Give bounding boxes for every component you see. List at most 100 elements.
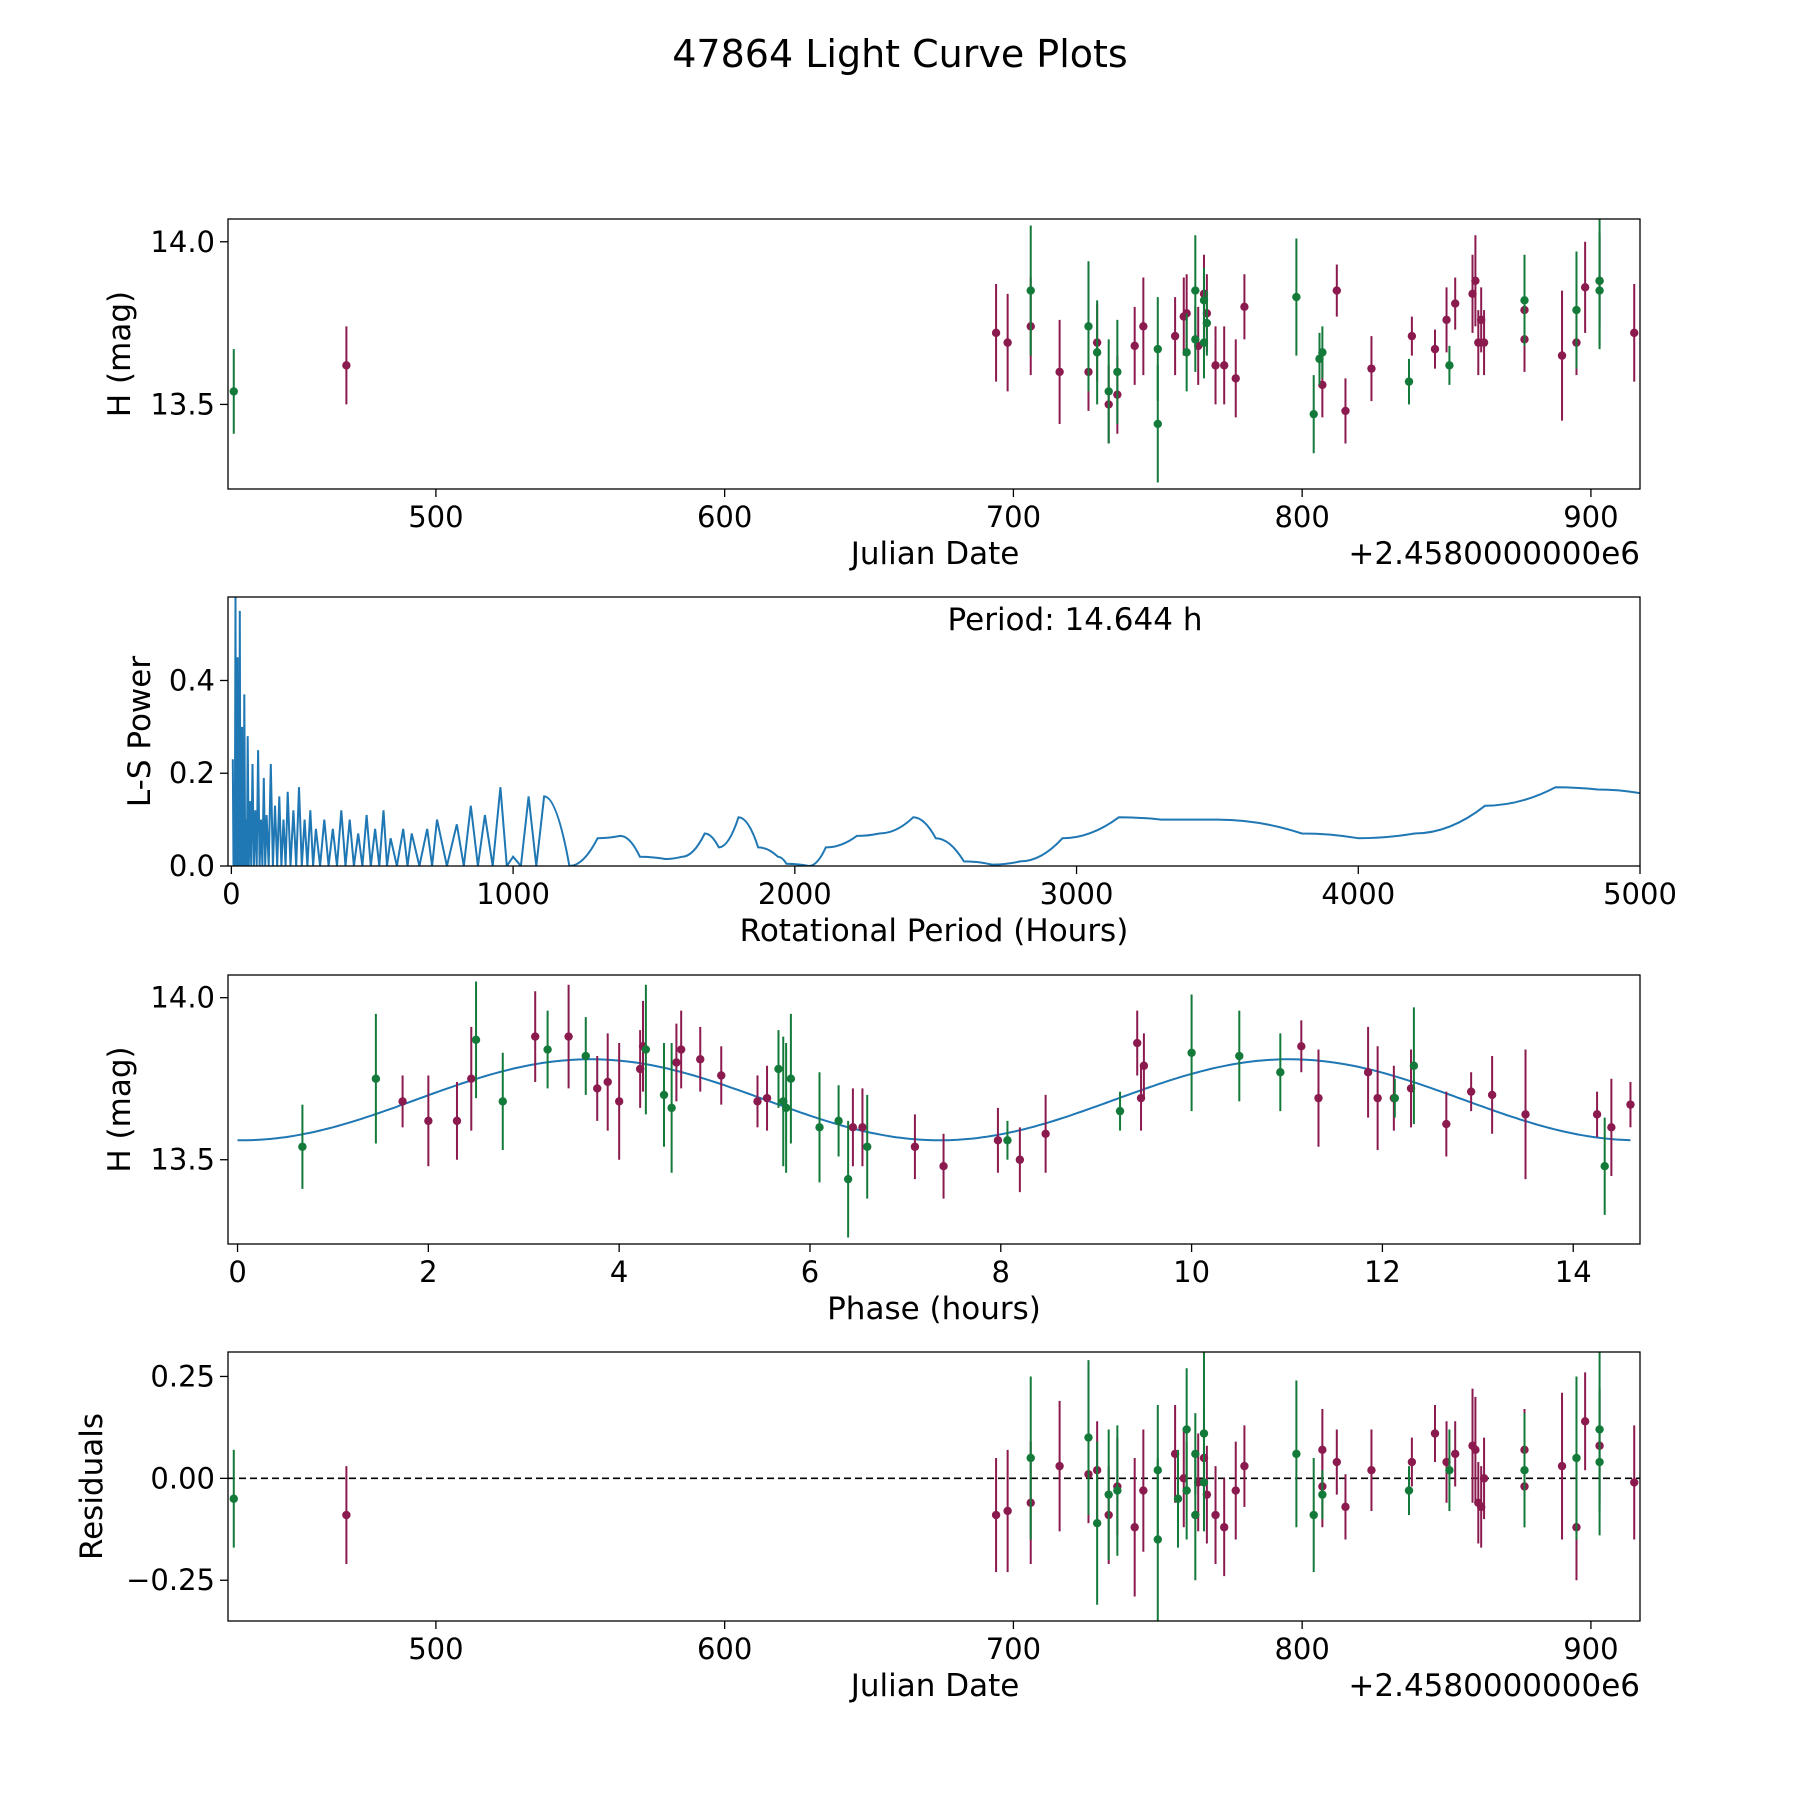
light-curve-ytick-label: 13.5 bbox=[150, 387, 215, 421]
light-curve-point bbox=[1309, 409, 1318, 419]
phased-point bbox=[1139, 1061, 1149, 1070]
residuals-point bbox=[1630, 1478, 1639, 1487]
phased-point bbox=[371, 1074, 381, 1083]
phased-point bbox=[1592, 1110, 1602, 1119]
phased-point bbox=[848, 1123, 858, 1132]
residuals-point bbox=[229, 1494, 238, 1503]
phased-point bbox=[1133, 1038, 1142, 1048]
periodogram-xtick-label: 1000 bbox=[476, 877, 550, 911]
phased-point bbox=[398, 1097, 407, 1106]
phased-model-curve bbox=[237, 1058, 1631, 1142]
phased-point bbox=[858, 1123, 867, 1132]
phased-xlabel: Phase (hours) bbox=[827, 1291, 1041, 1327]
residuals-point bbox=[1173, 1494, 1183, 1503]
periodogram-data bbox=[231, 597, 1640, 866]
light-curve-point bbox=[1191, 286, 1200, 295]
light-curve-xtick-label: 700 bbox=[986, 500, 1041, 534]
residuals-point bbox=[1240, 1461, 1249, 1471]
phased-ytick-label: 13.5 bbox=[150, 1143, 215, 1177]
phased-point bbox=[762, 1093, 772, 1103]
light-curve-point bbox=[1240, 302, 1249, 312]
phased-point bbox=[676, 1045, 686, 1054]
light-curve-point bbox=[229, 387, 238, 396]
phased-point bbox=[471, 1035, 481, 1045]
light-curve-point bbox=[1202, 318, 1212, 328]
residuals-point bbox=[1153, 1535, 1162, 1544]
residuals-point bbox=[1026, 1453, 1035, 1463]
phased-ytick-label: 14.0 bbox=[150, 981, 215, 1015]
phased-xtick-label: 14 bbox=[1555, 1255, 1592, 1289]
light-curve-point bbox=[1113, 367, 1122, 377]
phased-point bbox=[603, 1077, 612, 1087]
residuals-point bbox=[1092, 1518, 1102, 1528]
light-curve-point bbox=[1104, 387, 1113, 396]
light-curve-point bbox=[1572, 305, 1581, 315]
phased-xtick-label: 0 bbox=[228, 1255, 246, 1289]
residuals-point bbox=[1557, 1461, 1567, 1471]
phased-point bbox=[1187, 1048, 1196, 1057]
phased-point bbox=[753, 1097, 762, 1106]
residuals-point bbox=[1211, 1510, 1220, 1520]
light-curve-point bbox=[1055, 367, 1064, 377]
phased-point bbox=[1314, 1093, 1323, 1103]
residuals-point bbox=[1580, 1417, 1590, 1426]
phased-point bbox=[910, 1142, 920, 1151]
light-curve-point bbox=[1341, 406, 1350, 416]
phased-point bbox=[564, 1032, 573, 1041]
phased-point bbox=[815, 1123, 824, 1132]
residuals-point bbox=[1199, 1478, 1209, 1487]
periodogram-xtick-label: 0 bbox=[222, 877, 240, 911]
light-curve-point bbox=[1153, 344, 1162, 354]
light-curve-xtick-label: 800 bbox=[1274, 500, 1329, 534]
light-curve-frame bbox=[227, 218, 1641, 490]
phased-ylabel: H (mag) bbox=[102, 1046, 138, 1172]
phased-point bbox=[863, 1142, 872, 1151]
phased-point bbox=[543, 1045, 552, 1054]
light-curve-point bbox=[1170, 331, 1180, 341]
periodogram-annotation: Period: 14.644 h bbox=[948, 602, 1203, 638]
residuals-offset-text: +2.4580000000e6 bbox=[1348, 1668, 1640, 1704]
phased-point bbox=[1390, 1093, 1400, 1103]
residuals-point bbox=[1407, 1457, 1417, 1467]
residuals-point bbox=[991, 1510, 1001, 1520]
light-curve-ytick-label: 14.0 bbox=[150, 225, 215, 259]
panel-periodogram: 0 1000 2000 3000 4000 5000 0.0 0.2 0.4 Rotational… bbox=[122, 596, 1677, 949]
phased-point bbox=[1297, 1042, 1306, 1051]
residuals-point bbox=[1318, 1490, 1327, 1499]
light-curve-xtick-label: 900 bbox=[1563, 500, 1618, 534]
residuals-point bbox=[1430, 1429, 1440, 1438]
figure-title: 47864 Light Curve Plots bbox=[672, 32, 1127, 76]
periodogram-xtick-label: 5000 bbox=[1603, 877, 1677, 911]
residuals-ytick-label: −0.25 bbox=[126, 1563, 215, 1597]
residuals-point bbox=[1231, 1486, 1240, 1495]
light-curve-point bbox=[1445, 361, 1454, 370]
light-curve-point bbox=[1318, 348, 1327, 357]
phased-xtick-label: 10 bbox=[1173, 1255, 1210, 1289]
phased-point bbox=[843, 1174, 853, 1184]
light-curve-point bbox=[1332, 286, 1342, 295]
phased-xtick-label: 4 bbox=[610, 1255, 628, 1289]
light-curve-point bbox=[1520, 296, 1529, 305]
residuals-point bbox=[1084, 1433, 1093, 1442]
light-curve-point bbox=[991, 328, 1001, 338]
panel-light-curve: 500 600 700 800 900 13.5 14.0 Julian Date H (mag… bbox=[102, 218, 1641, 572]
light-curve-point bbox=[1003, 338, 1012, 347]
residuals-ylabel: Residuals bbox=[74, 1413, 110, 1560]
residuals-point bbox=[1139, 1486, 1148, 1495]
residuals-xtick-label: 600 bbox=[697, 1632, 752, 1666]
light-curve-point bbox=[1479, 338, 1489, 347]
residuals-point bbox=[1055, 1461, 1064, 1471]
phased-point bbox=[672, 1058, 681, 1067]
phased-point bbox=[659, 1090, 669, 1100]
periodogram-xlabel: Rotational Period (Hours) bbox=[740, 913, 1129, 949]
periodogram-xtick-label: 3000 bbox=[1040, 877, 1114, 911]
phased-point bbox=[298, 1142, 307, 1151]
residuals-point bbox=[1471, 1445, 1480, 1455]
phased-point bbox=[1015, 1155, 1025, 1164]
phased-point bbox=[993, 1136, 1003, 1145]
residuals-point bbox=[1479, 1474, 1489, 1483]
light-curve-xtick-label: 500 bbox=[408, 500, 463, 534]
periodogram-frame bbox=[227, 596, 1641, 867]
light-curve-point bbox=[1130, 341, 1139, 351]
phased-point bbox=[641, 1045, 651, 1054]
